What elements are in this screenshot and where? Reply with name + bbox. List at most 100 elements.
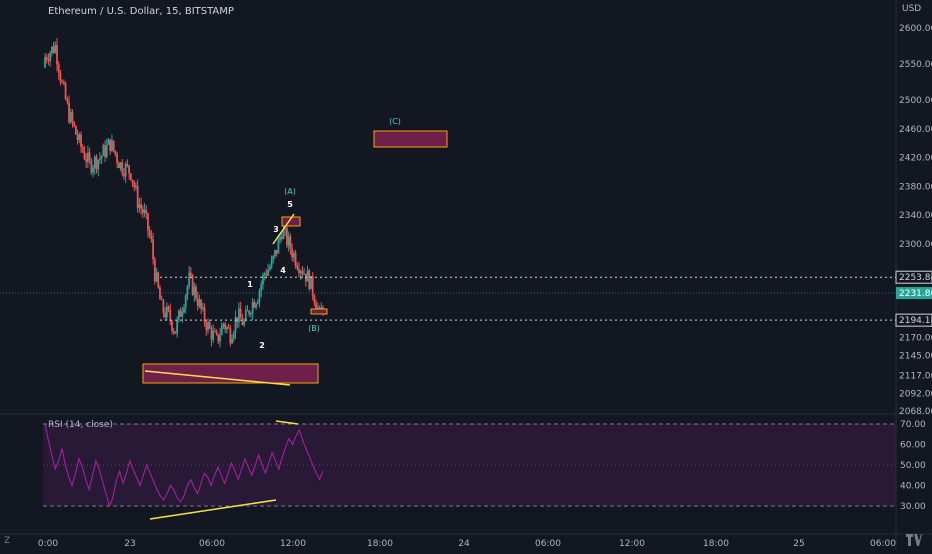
candle-body [174, 331, 177, 334]
candle-body [114, 150, 117, 155]
candle [189, 266, 192, 279]
candle-body [93, 156, 96, 168]
candle [97, 159, 100, 177]
candle-body [262, 274, 264, 285]
candle [208, 319, 211, 329]
candle [308, 269, 311, 292]
candle [128, 164, 130, 180]
candle [193, 282, 196, 302]
price-tick-label: 2170.00 [899, 334, 932, 344]
candle-body [157, 272, 160, 288]
candle [155, 267, 158, 283]
price-tick-label: 2340.00 [899, 211, 932, 221]
candle-body [220, 325, 223, 336]
candle-body [299, 271, 302, 274]
candle-body [234, 317, 237, 333]
candle-body [100, 155, 103, 159]
candle-body [138, 204, 141, 208]
candle [78, 132, 81, 144]
candle-body [270, 260, 273, 268]
symbol-title[interactable]: Ethereum / U.S. Dollar, 15, BITSTAMP [48, 6, 234, 17]
candle-body [213, 331, 216, 333]
rsi-line [44, 423, 324, 508]
candle-body [212, 331, 215, 340]
candle [107, 138, 110, 146]
candle [150, 230, 153, 243]
candle-body [153, 259, 156, 282]
candle-body [135, 185, 137, 188]
candle [164, 307, 167, 320]
candle-body [133, 182, 136, 188]
candle-body [56, 44, 58, 65]
candle-body [177, 310, 180, 320]
candle [181, 306, 184, 323]
candle-body [45, 56, 48, 60]
candle-body [275, 249, 278, 254]
rsi-top-trendline [275, 420, 299, 425]
time-tick-label: 23 [124, 539, 135, 549]
candle-body [155, 272, 158, 282]
candle-body [296, 266, 299, 269]
candle [310, 275, 312, 290]
candle [188, 265, 191, 290]
candle-body [119, 162, 122, 168]
candle [59, 69, 62, 86]
candle [126, 159, 129, 168]
candle-body [298, 268, 300, 274]
candle [260, 280, 263, 298]
candle-body [74, 125, 77, 135]
candle [129, 172, 132, 182]
rsi-tick-label: 40.00 [900, 482, 926, 492]
price-tick-label: 2092.00 [899, 390, 932, 400]
z-icon[interactable]: Z [4, 536, 11, 546]
candle-body [279, 236, 281, 240]
candle-body [97, 159, 100, 170]
candle [49, 51, 52, 67]
candle [80, 131, 82, 153]
candle-body [181, 312, 184, 317]
candle [246, 305, 249, 312]
candle [274, 249, 276, 259]
rsi-tick-label: 70.00 [900, 420, 926, 430]
candle [258, 288, 261, 308]
candle-body [54, 44, 57, 53]
candle-body [186, 286, 189, 296]
candle [95, 154, 98, 174]
candle-body [201, 307, 204, 309]
candle-body [243, 320, 245, 325]
candle [224, 322, 227, 334]
candle-body [71, 112, 74, 123]
candle-body [311, 276, 314, 296]
candle-body [294, 253, 297, 267]
candle [232, 330, 235, 342]
candle-body [224, 323, 227, 330]
candle-body [172, 330, 175, 332]
candle [160, 295, 163, 301]
candle [299, 269, 302, 280]
candle [203, 303, 206, 327]
wave-3-5-trendline [272, 213, 295, 245]
candle-body [306, 270, 309, 282]
candle-body [131, 179, 134, 183]
candle-body [69, 112, 72, 123]
candle-body [255, 303, 257, 308]
candle-body [129, 173, 132, 180]
candle-body [215, 331, 218, 334]
wave-label-2: 2 [259, 341, 265, 350]
time-tick-label: 06:00 [870, 539, 896, 549]
candle [268, 264, 271, 272]
candle [255, 302, 257, 310]
candle-body [136, 185, 139, 208]
candle-body [44, 56, 46, 68]
candle [213, 327, 216, 333]
candle [102, 143, 105, 156]
rsi-title[interactable]: RSI (14, close) [48, 420, 113, 430]
candle [262, 272, 264, 290]
candle [121, 159, 124, 177]
candle-body [123, 173, 125, 177]
candle [93, 154, 96, 175]
price-badge-bg [895, 270, 932, 284]
candle-body [171, 321, 173, 331]
